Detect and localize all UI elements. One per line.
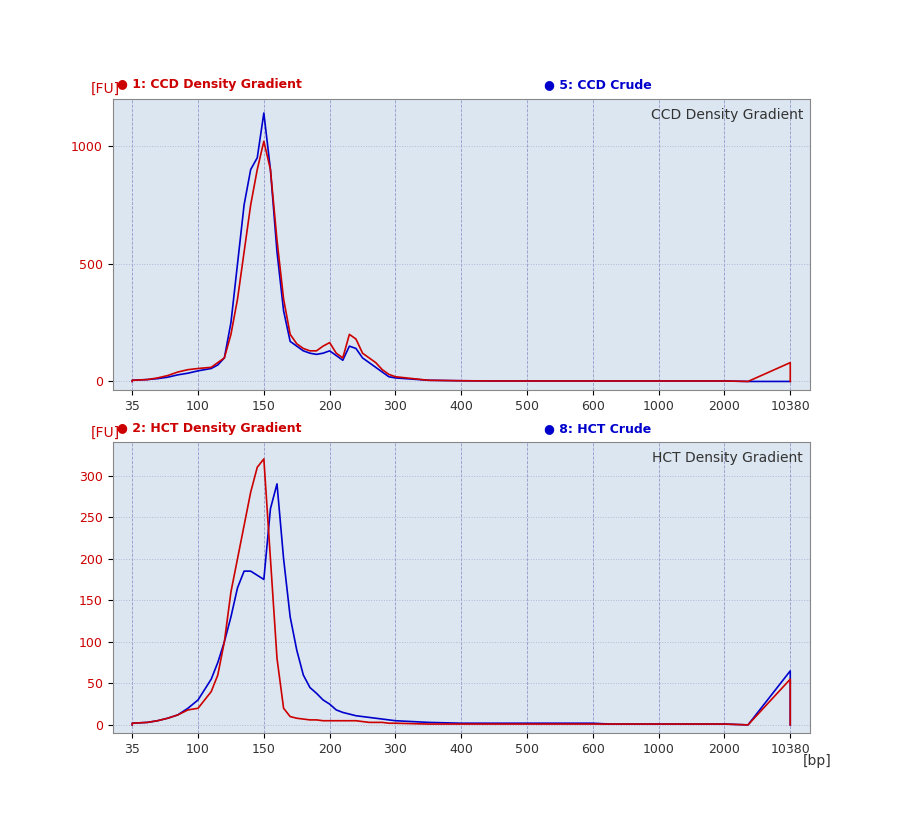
Y-axis label: [FU]: [FU] bbox=[91, 425, 120, 439]
Y-axis label: [FU]: [FU] bbox=[91, 82, 120, 96]
Text: CCD Density Gradient: CCD Density Gradient bbox=[651, 108, 803, 122]
Text: ● 5: CCD Crude: ● 5: CCD Crude bbox=[544, 78, 652, 91]
Text: ● 1: CCD Density Gradient: ● 1: CCD Density Gradient bbox=[117, 78, 302, 91]
X-axis label: [bp]: [bp] bbox=[803, 754, 832, 768]
Text: ● 8: HCT Crude: ● 8: HCT Crude bbox=[544, 422, 652, 435]
Text: ● 2: HCT Density Gradient: ● 2: HCT Density Gradient bbox=[117, 422, 302, 435]
Text: HCT Density Gradient: HCT Density Gradient bbox=[652, 451, 803, 465]
